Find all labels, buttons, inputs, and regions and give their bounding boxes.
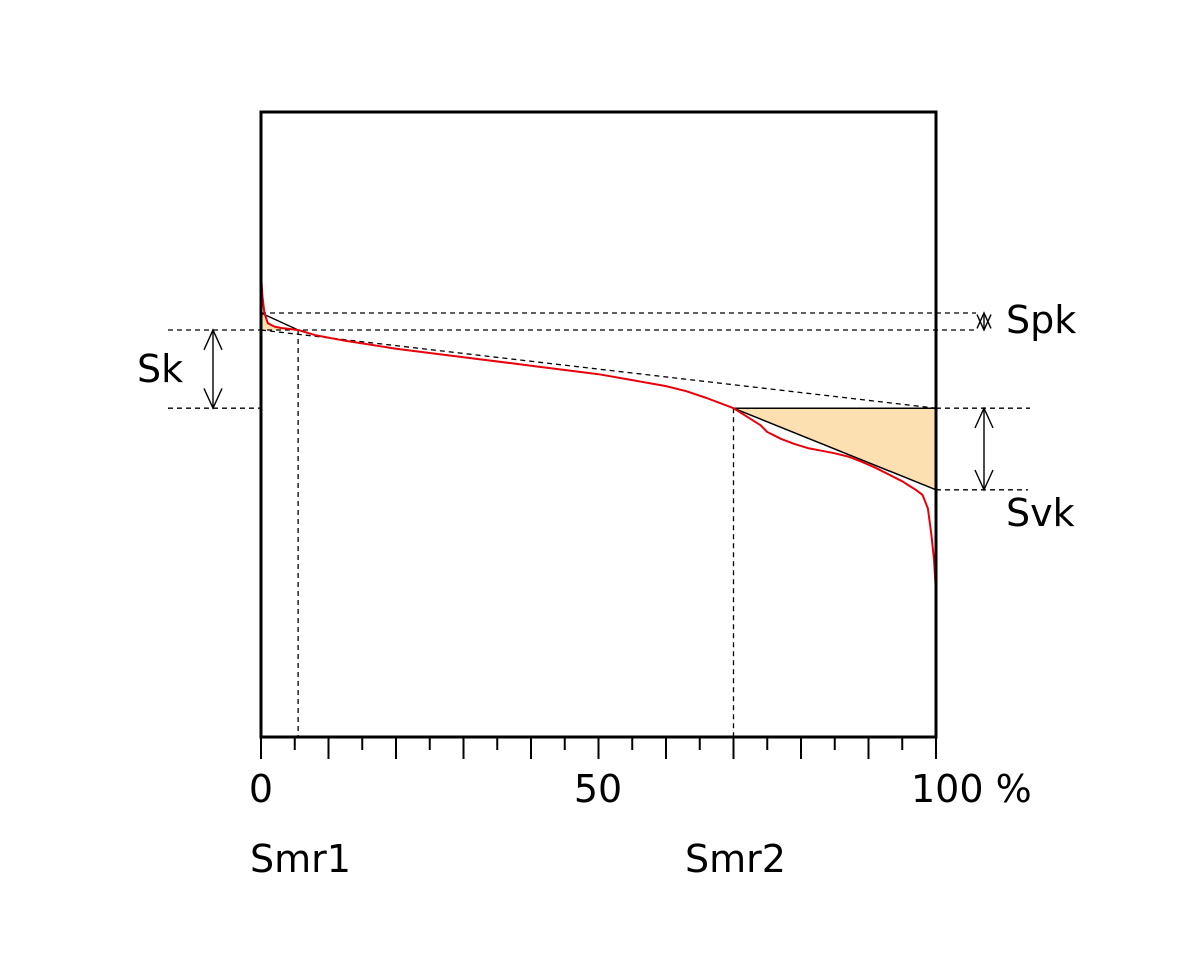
sk-arrow-head-bottom xyxy=(203,388,223,410)
spk-label: Spk xyxy=(1006,298,1076,342)
spk-arrow xyxy=(976,311,992,332)
dimension-arrows xyxy=(203,311,994,492)
valley-triangle-hypotenuse xyxy=(733,407,937,491)
labels: 0 50 100 % Smr1 Smr2 Spk Sk Svk xyxy=(137,298,1076,881)
sk-label: Sk xyxy=(137,347,183,391)
x-tick-label-50: 50 xyxy=(574,767,622,811)
peak-area-fill xyxy=(261,313,299,330)
spk-arrow-head-bottom xyxy=(976,314,992,332)
equivalent-line xyxy=(260,329,937,409)
guide-lines xyxy=(168,312,1030,737)
x-tick-label-0: 0 xyxy=(249,767,273,811)
x-tick-label-100: 100 % xyxy=(911,767,1032,811)
svk-arrow xyxy=(974,406,994,492)
svk-label: Svk xyxy=(1006,491,1075,535)
sk-arrow xyxy=(203,328,223,410)
bearing-area-curve xyxy=(260,272,937,594)
x-axis-ticks xyxy=(260,737,937,759)
peak-triangle-hypotenuse xyxy=(260,312,299,331)
smr1-label: Smr1 xyxy=(250,837,351,881)
svk-arrow-head-top xyxy=(974,406,994,429)
smr2-label: Smr2 xyxy=(685,837,786,881)
sk-arrow-head-top xyxy=(203,328,223,351)
curve-layer xyxy=(260,272,937,594)
spk-arrow-head-top xyxy=(976,311,992,329)
material-fill-areas xyxy=(261,313,936,490)
svk-arrow-head-bottom xyxy=(974,469,994,492)
